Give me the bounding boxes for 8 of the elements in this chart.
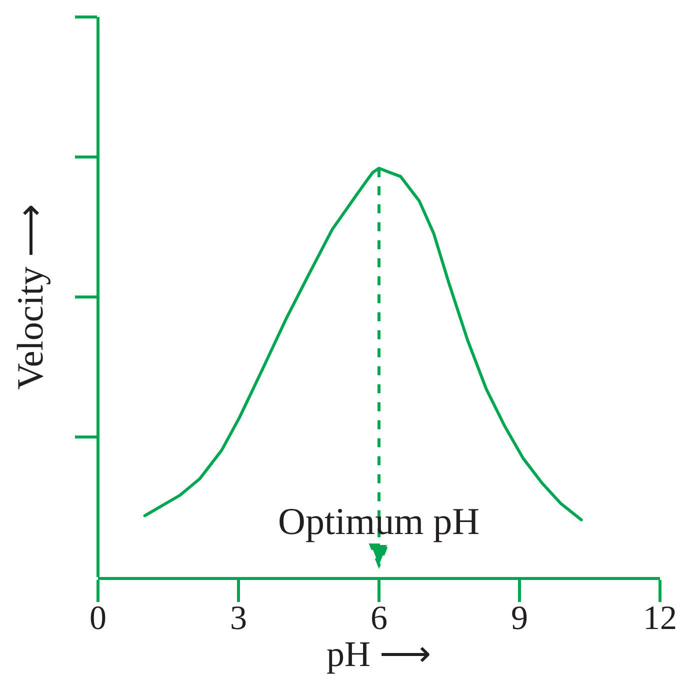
x-axis-title: pH ⟶ — [326, 634, 432, 674]
x-tick-label: 6 — [370, 600, 388, 637]
x-tick-label: 0 — [90, 600, 106, 637]
x-tick-label: 12 — [643, 600, 677, 637]
x-tick-label: 3 — [230, 600, 247, 637]
y-axis-title: Velocity ⟶ — [10, 204, 52, 390]
x-tick-label: 9 — [511, 600, 528, 637]
ref-line-label: Optimum pH — [278, 501, 480, 543]
